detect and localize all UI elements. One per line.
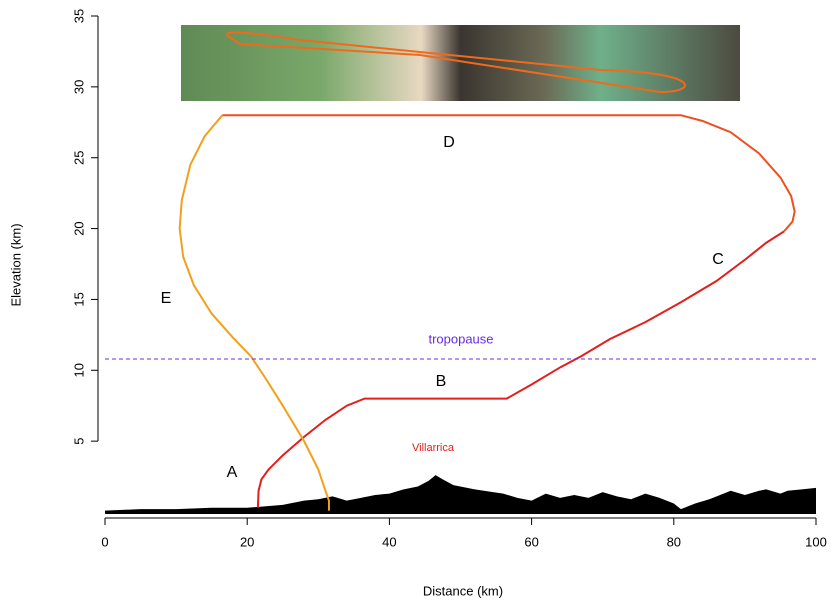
terrain (105, 475, 816, 512)
annotation: A (227, 464, 238, 481)
flight-path (180, 115, 329, 510)
annotation: C (712, 251, 724, 268)
y-axis-title: Elevation (km) (8, 223, 23, 306)
flight-path (258, 231, 784, 507)
y-tick-label: 35 (71, 9, 86, 23)
annotation: E (161, 290, 172, 307)
x-tick-label: 0 (101, 534, 108, 549)
x-tick-label: 100 (805, 534, 827, 549)
y-tick-label: 15 (71, 292, 86, 306)
annotation: Villarrica (412, 442, 455, 454)
x-axis-title: Distance (km) (423, 583, 503, 598)
satellite-image (181, 25, 740, 101)
y-tick-label: 5 (71, 438, 86, 445)
flight-path (222, 115, 794, 231)
x-tick-label: 20 (240, 534, 254, 549)
x-tick-label: 80 (667, 534, 681, 549)
annotation: B (436, 373, 447, 390)
y-tick-label: 20 (71, 221, 86, 235)
chart: Distance (km) Elevation (km) 0 20 40 60 80 10… (0, 0, 831, 601)
x-tick-label: 60 (524, 534, 538, 549)
x-tick-label: 40 (382, 534, 396, 549)
y-tick-label: 10 (71, 363, 86, 377)
tropopause-label: tropopause (428, 331, 493, 346)
y-tick-label: 30 (71, 80, 86, 94)
annotation: D (443, 134, 455, 151)
y-tick-label: 25 (71, 150, 86, 164)
